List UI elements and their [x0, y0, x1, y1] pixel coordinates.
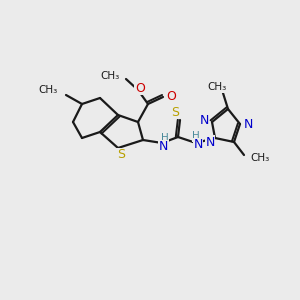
Text: N: N	[243, 118, 253, 130]
Text: N: N	[205, 136, 215, 148]
Text: CH₃: CH₃	[101, 71, 120, 81]
Text: O: O	[135, 82, 145, 94]
Text: S: S	[171, 106, 179, 118]
Text: N: N	[158, 140, 168, 154]
Text: CH₃: CH₃	[250, 153, 269, 163]
Text: N: N	[199, 113, 209, 127]
Text: CH₃: CH₃	[39, 85, 58, 95]
Text: H: H	[192, 131, 200, 141]
Text: O: O	[166, 91, 176, 103]
Text: CH₃: CH₃	[207, 82, 226, 92]
Text: H: H	[161, 133, 169, 143]
Text: S: S	[117, 148, 125, 161]
Text: N: N	[193, 139, 203, 152]
